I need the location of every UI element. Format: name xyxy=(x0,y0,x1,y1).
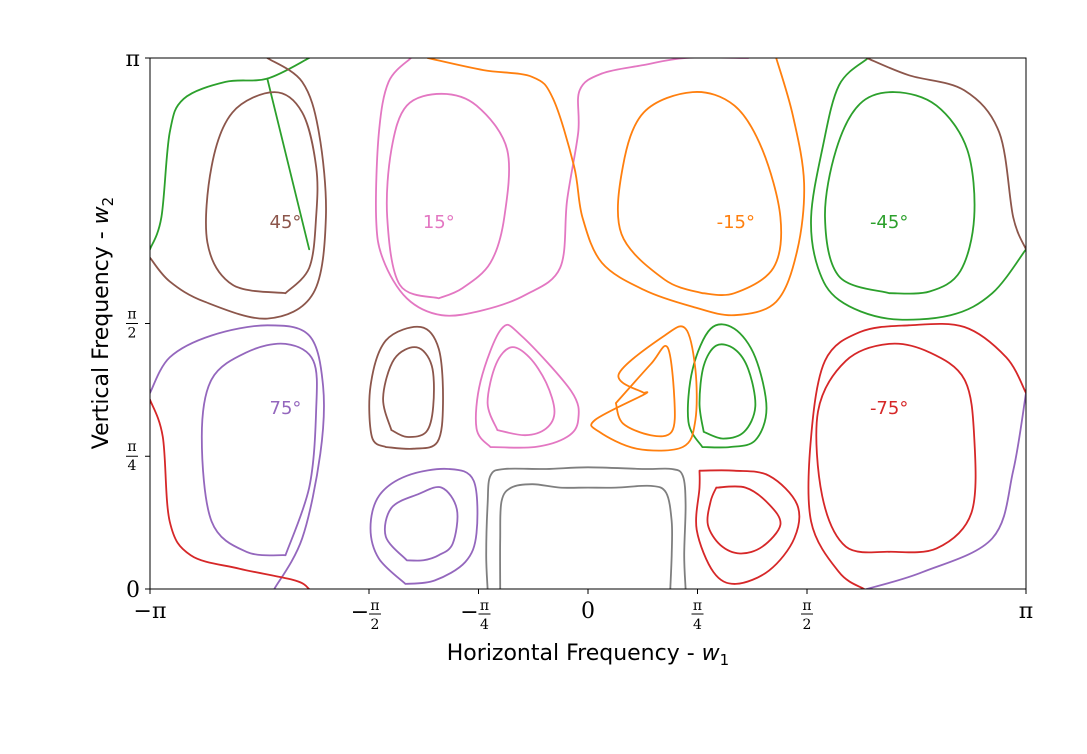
contour-line xyxy=(150,398,311,589)
contour-line xyxy=(150,58,327,320)
orientation-label: -45° xyxy=(870,212,908,233)
contour-line xyxy=(368,325,444,450)
contour-line xyxy=(686,323,768,449)
contour-line xyxy=(615,345,676,438)
y-tick-label: 0 xyxy=(126,578,140,603)
contour-line xyxy=(695,469,801,585)
contour-line xyxy=(383,486,459,562)
contour-line xyxy=(590,325,698,452)
contour-line xyxy=(499,483,674,589)
contour-line xyxy=(815,342,977,554)
x-tick-label-denominator: 4 xyxy=(693,617,702,633)
orientation-label: 75° xyxy=(270,398,302,419)
contour-line xyxy=(474,323,580,449)
contour-line xyxy=(617,91,783,296)
x-tick-label-numerator: π xyxy=(693,598,702,614)
contour-line xyxy=(200,342,318,557)
contour-line xyxy=(205,91,319,295)
contour-line xyxy=(865,58,1026,251)
contour-line xyxy=(810,58,1026,321)
x-tick-label: 0 xyxy=(581,599,595,624)
x-tick-label: π xyxy=(1019,599,1033,624)
contour-line xyxy=(385,92,510,300)
x-tick-label-sign: − xyxy=(460,600,478,625)
contour-line xyxy=(150,324,325,589)
y-tick-label-denominator: 2 xyxy=(128,325,137,341)
y-tick-label-numerator: π xyxy=(127,439,136,455)
x-tick-label-sign: − xyxy=(351,600,369,625)
x-tick-label-numerator: π xyxy=(370,598,379,614)
contour-lines xyxy=(150,58,1026,589)
x-tick-label-numerator: π xyxy=(480,598,489,614)
contour-line xyxy=(426,58,806,317)
y-tick-label-numerator: π xyxy=(127,306,136,322)
orientation-label: -75° xyxy=(870,398,908,419)
contour-line xyxy=(485,466,687,589)
y-axis-ticks: 0 π 4 π 2 π xyxy=(126,47,150,603)
orientation-label: 15° xyxy=(423,212,455,233)
orientation-label: -15° xyxy=(717,212,755,233)
y-tick-label-denominator: 4 xyxy=(128,458,137,474)
contour-line xyxy=(865,392,1026,589)
y-tick-label: π xyxy=(126,47,140,72)
orientation-labels: 45° 15° -15° -45° 75° -75° xyxy=(270,212,909,419)
x-axis-label: Horizontal Frequency - w1 xyxy=(447,641,729,669)
x-tick-label-denominator: 4 xyxy=(480,617,489,633)
x-tick-label: −π xyxy=(134,599,167,624)
y-axis-label: Vertical Frequency - w2 xyxy=(89,197,117,449)
contour-line xyxy=(486,346,556,437)
contour-line xyxy=(807,322,1026,589)
contour-line xyxy=(824,91,976,295)
orientation-label: 45° xyxy=(270,212,302,233)
x-tick-label-denominator: 2 xyxy=(371,617,380,633)
x-tick-label-denominator: 2 xyxy=(803,617,812,633)
contour-line xyxy=(698,343,757,440)
contour-line xyxy=(706,485,782,555)
x-tick-label-numerator: π xyxy=(802,598,811,614)
contour-line xyxy=(266,77,311,251)
contour-line xyxy=(375,58,750,317)
contour-line xyxy=(382,346,435,438)
contour-line xyxy=(369,467,479,585)
